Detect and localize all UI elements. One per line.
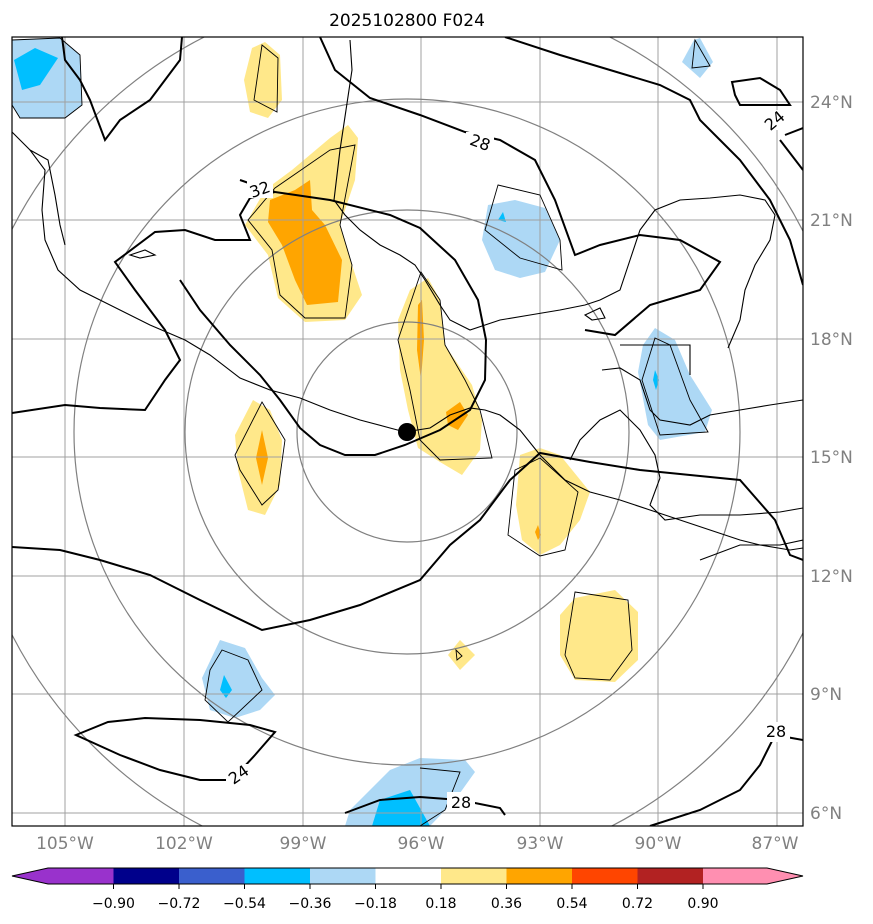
- map-area: [12, 37, 803, 826]
- colorbar-bin-10: [703, 868, 767, 884]
- colorbar-bin-6: [441, 868, 507, 884]
- storm-center-marker: [398, 423, 416, 441]
- lon-label-96: 96°W: [398, 834, 445, 854]
- lat-label-18: 18°N: [810, 330, 853, 350]
- colorbar-extend-low: [12, 868, 48, 884]
- colorbar-tick: 0.54: [556, 896, 587, 912]
- lat-label-24: 24°N: [810, 93, 853, 113]
- colorbar-tick: −0.90: [92, 896, 135, 912]
- colorbar-bin-2: [179, 868, 245, 884]
- colorbar-tick: 0.90: [687, 896, 718, 912]
- colorbar-bin-1: [113, 868, 179, 884]
- colorbar-tick: 0.18: [425, 896, 456, 912]
- colorbar-bin-0: [48, 868, 114, 884]
- colorbar-tick: −0.18: [354, 896, 397, 912]
- latitude-labels: 24°N 21°N 18°N 15°N 12°N 9°N 6°N: [810, 93, 853, 824]
- thick-contours: [12, 37, 803, 826]
- contour-labels: 32 28 24 24 28 28: [225, 107, 790, 812]
- lon-label-87: 87°W: [752, 834, 799, 854]
- lat-label-12: 12°N: [810, 567, 853, 587]
- colorbar-tick: −0.72: [158, 896, 201, 912]
- map-frame: [11, 36, 804, 827]
- map-title: 2025102800 F024: [329, 11, 485, 31]
- colorbar-bin-7: [506, 868, 572, 884]
- colorbar-tick: 0.36: [491, 896, 522, 912]
- lon-label-102: 102°W: [155, 834, 213, 854]
- longitude-labels: 105°W 102°W 99°W 96°W 93°W 90°W 87°W: [36, 834, 799, 854]
- contour-label-28-south: 28: [451, 793, 471, 812]
- graticule: [12, 37, 803, 826]
- lat-label-6: 6°N: [810, 804, 842, 824]
- colorbar-bin-9: [637, 868, 703, 884]
- colorbar: −0.90 −0.72 −0.54 −0.36 −0.18 0.18 0.36 …: [11, 867, 804, 912]
- colorbar-extend-high: [767, 868, 803, 884]
- field-outlines: [12, 37, 711, 826]
- lon-label-90: 90°W: [635, 834, 682, 854]
- lat-label-9: 9°N: [810, 685, 842, 705]
- colorbar-tick: −0.54: [223, 896, 266, 912]
- lat-label-15: 15°N: [810, 448, 853, 468]
- colorbar-bin-8: [572, 868, 638, 884]
- range-rings: [12, 37, 803, 826]
- colorbar-bin-3: [244, 868, 310, 884]
- colorbar-tick: 0.72: [622, 896, 653, 912]
- lon-label-93: 93°W: [517, 834, 564, 854]
- lon-label-99: 99°W: [280, 834, 327, 854]
- lon-label-105: 105°W: [36, 834, 94, 854]
- lat-label-21: 21°N: [810, 211, 853, 231]
- contour-label-28-se: 28: [766, 722, 786, 741]
- colorbar-bin-4: [310, 868, 376, 884]
- colorbar-tick: −0.36: [289, 896, 332, 912]
- colorbar-bin-5: [375, 868, 441, 884]
